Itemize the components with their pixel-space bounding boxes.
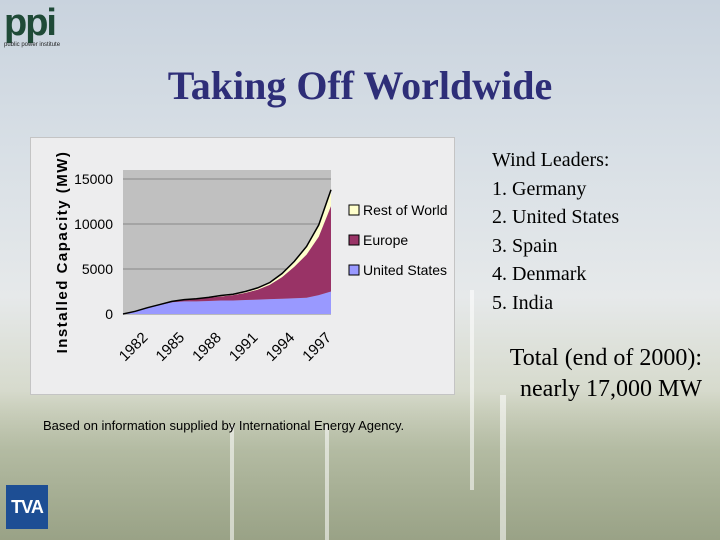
turbine-tower: [470, 290, 474, 490]
leader-item: 3. Spain: [492, 234, 558, 257]
leader-item: 4. Denmark: [492, 263, 587, 286]
x-tick-label: 1988: [189, 329, 225, 365]
y-axis-label: Installed Capacity (MW): [54, 151, 71, 354]
total-capacity: Total (end of 2000): nearly 17,000 MW: [458, 343, 702, 405]
source-credit: Based on information supplied by Interna…: [43, 418, 405, 433]
capacity-chart: 0 5000 10000 15000 1982 1985 1988 1991 1994 1997…: [54, 151, 448, 365]
slide-title: Taking Off Worldwide: [167, 63, 553, 108]
x-tick-label: 1994: [263, 329, 299, 365]
area-united-states: [123, 291, 331, 314]
x-tick-label: 1985: [153, 329, 189, 365]
legend-swatch: [348, 204, 360, 216]
legend: Rest of World Europe United States: [348, 202, 448, 278]
leader-item: 5. India: [492, 291, 554, 314]
total-line-1: Total (end of 2000):: [509, 345, 702, 371]
chart-panel: 0 5000 10000 15000 1982 1985 1988 1991 1994 1997…: [30, 137, 455, 395]
legend-label: United States: [363, 262, 447, 278]
leader-item: 1. Germany: [492, 177, 587, 200]
total-line: [122, 189, 332, 315]
legend-swatch: [348, 264, 360, 276]
turbine-tower: [230, 425, 234, 540]
tva-logo: TVA: [6, 485, 48, 529]
total-line-2: nearly 17,000 MW: [520, 376, 702, 402]
background-hills: [0, 390, 720, 540]
legend-label: Rest of World: [363, 202, 448, 218]
y-tick-label: 5000: [82, 261, 113, 277]
ppi-logo-subtitle: public power institute: [4, 42, 61, 48]
y-tick-label: 15000: [74, 171, 113, 187]
wind-leaders: Wind Leaders: 1. Germany 2. United State…: [492, 146, 619, 318]
wind-leaders-heading: Wind Leaders:: [492, 149, 610, 171]
y-tick-label: 10000: [74, 216, 113, 232]
area-europe: [123, 206, 331, 314]
legend-swatch: [348, 234, 360, 246]
turbine-tower: [500, 395, 506, 540]
legend-label: Europe: [363, 232, 408, 248]
y-tick-label: 0: [105, 306, 113, 322]
leader-item: 2. United States: [492, 206, 620, 229]
x-tick-label: 1982: [116, 329, 152, 365]
x-tick-label: 1991: [226, 329, 262, 365]
ppi-logo-mark: ppi: [4, 2, 57, 44]
ppi-logo: ppi public power institute: [4, 4, 66, 56]
turbine-tower: [325, 425, 329, 540]
x-tick-label: 1997: [299, 329, 335, 365]
